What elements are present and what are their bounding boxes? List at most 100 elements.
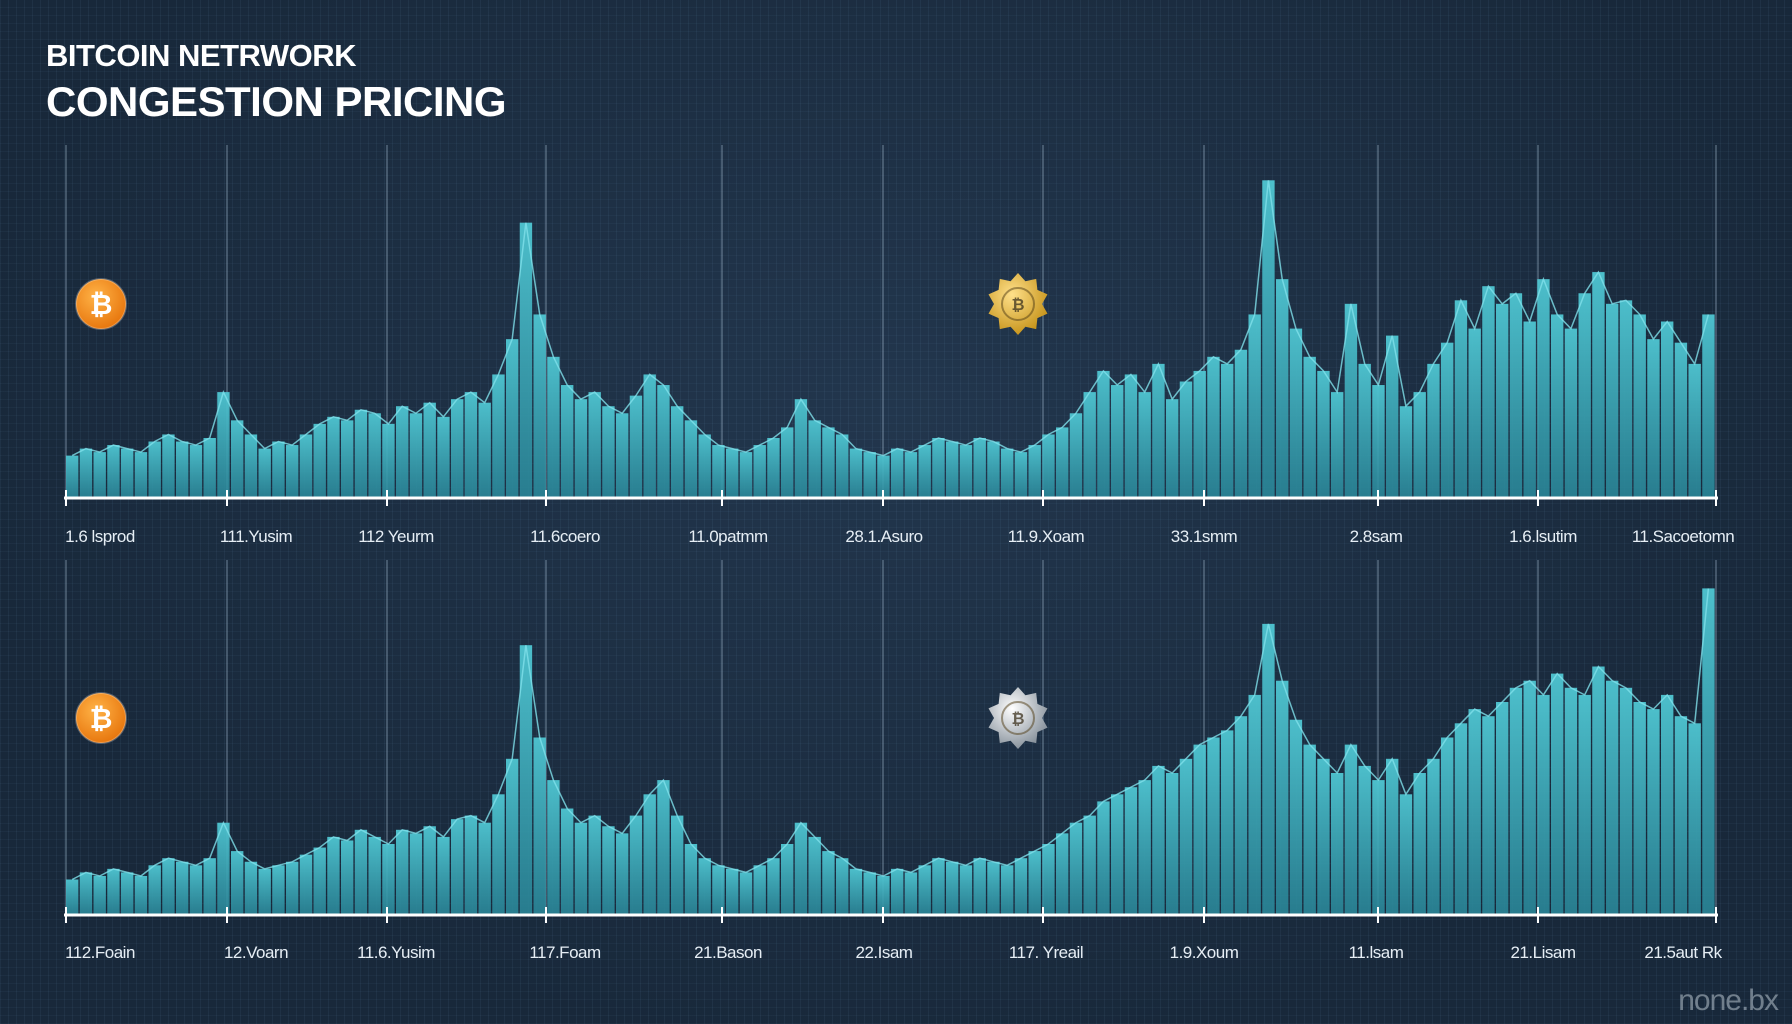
data-bar — [987, 441, 1000, 498]
data-bar — [629, 815, 643, 915]
x-tick-label: 117. Yreail — [1009, 943, 1083, 962]
data-bar — [107, 868, 120, 915]
data-bar — [1248, 314, 1261, 498]
data-bar — [712, 445, 725, 498]
data-bar — [506, 758, 519, 915]
data-bar — [1633, 702, 1646, 915]
data-bar — [66, 879, 79, 915]
data-bar — [767, 437, 780, 498]
data-bar — [203, 858, 216, 915]
x-tick-label: 28.1.Asuro — [845, 527, 922, 546]
data-bar — [726, 868, 739, 915]
data-bar — [1179, 381, 1193, 498]
data-bar — [1001, 865, 1014, 915]
data-bar — [244, 434, 258, 498]
data-bar — [354, 829, 368, 915]
data-bar — [1454, 300, 1468, 498]
x-tick-label: 21.Lisam — [1511, 943, 1576, 962]
data-bar — [1276, 279, 1289, 498]
data-bar — [1647, 339, 1660, 498]
x-tick-label: 112 Yeurm — [358, 527, 434, 546]
data-bar — [1234, 716, 1248, 915]
data-bar — [657, 780, 670, 915]
watermark: none.bx — [1678, 984, 1779, 1017]
data-bar — [1083, 392, 1096, 498]
bitcoin-coin-icon: ₿ — [75, 692, 127, 744]
x-tick-label: 117.Foam — [529, 943, 601, 962]
data-bar — [547, 356, 560, 498]
data-bar — [1303, 356, 1316, 498]
data-bar — [877, 455, 890, 498]
data-bar — [1166, 773, 1179, 915]
data-bar — [1386, 335, 1399, 498]
data-bar — [176, 441, 189, 498]
data-bar — [244, 861, 258, 915]
chart-title-line1: BITCOIN NETRWORK — [46, 38, 357, 73]
data-bar — [1509, 687, 1523, 915]
data-bar — [1619, 687, 1633, 915]
data-bar — [341, 840, 354, 915]
data-bar — [946, 861, 959, 915]
data-bar — [629, 395, 643, 498]
gold-coin-icon: ₿ — [988, 273, 1048, 335]
data-bar — [1468, 328, 1481, 498]
data-bar — [519, 222, 533, 498]
data-bar — [1138, 392, 1151, 498]
data-bar — [327, 836, 340, 915]
data-bar — [217, 822, 230, 915]
data-bar — [726, 448, 739, 498]
data-bar — [286, 861, 299, 915]
x-tick-label: 1.6.lsutim — [1509, 527, 1577, 546]
data-bar — [1097, 801, 1110, 915]
data-bar — [1289, 328, 1303, 498]
data-bar — [987, 861, 1000, 915]
data-bar — [891, 868, 904, 915]
data-bar — [973, 437, 986, 498]
data-bar — [492, 794, 505, 915]
data-bar — [1317, 758, 1330, 915]
data-bar — [1344, 303, 1358, 498]
x-tick-label: 112.Foain — [65, 943, 135, 962]
data-bar — [1702, 314, 1715, 498]
data-bar — [1262, 180, 1275, 499]
data-bar — [1069, 413, 1083, 498]
data-bar — [616, 833, 629, 915]
data-bar — [561, 808, 574, 915]
data-bar — [932, 437, 945, 498]
silver-coin-icon: ₿ — [988, 687, 1048, 749]
series-line — [71, 588, 1710, 881]
data-bar — [134, 452, 148, 498]
data-bar — [822, 427, 835, 498]
data-bar — [396, 406, 409, 498]
data-bar — [973, 858, 986, 915]
data-bar — [189, 865, 203, 915]
svg-text:₿: ₿ — [1011, 709, 1024, 728]
data-bar — [1111, 385, 1124, 498]
data-bar — [1014, 452, 1028, 498]
data-bar — [1647, 709, 1660, 915]
data-bar — [1661, 694, 1674, 915]
data-bar — [671, 815, 684, 915]
data-bar — [1276, 680, 1289, 915]
bitcoin-coin-icon: ₿ — [75, 278, 127, 330]
data-bar — [904, 452, 918, 498]
data-bar — [382, 423, 395, 498]
data-bar — [1592, 666, 1605, 915]
data-bar — [1386, 758, 1399, 915]
data-bar — [1166, 399, 1179, 498]
data-bar — [492, 374, 505, 498]
data-bar — [1124, 787, 1138, 915]
data-bar — [1496, 303, 1509, 498]
data-bar — [1042, 434, 1055, 498]
data-bar — [79, 448, 93, 498]
data-bar — [1482, 286, 1495, 498]
data-bar — [891, 448, 904, 498]
data-bar — [409, 413, 423, 498]
data-bar — [959, 445, 973, 498]
data-bar — [877, 875, 890, 915]
x-tick-label: 12.Voarn — [224, 943, 288, 962]
x-tick-label: 11.Sacoetomn — [1632, 527, 1734, 546]
data-bar — [506, 339, 519, 498]
data-bar — [1496, 702, 1509, 915]
data-bar — [1152, 363, 1165, 498]
